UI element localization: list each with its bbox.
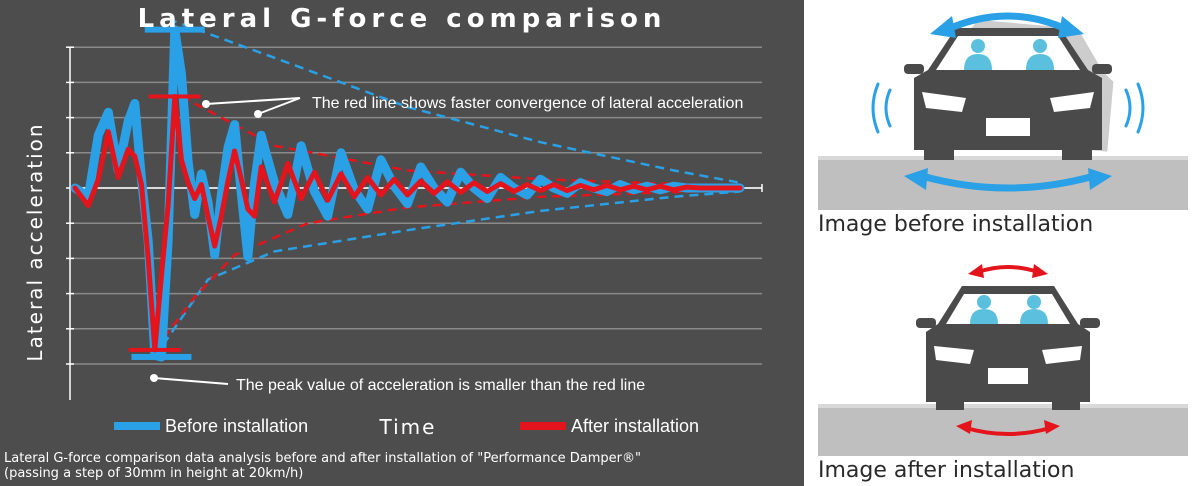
peak-marker-before-min xyxy=(131,353,192,360)
sway-wide-arrow-icon xyxy=(904,12,1112,192)
illustration-panel: Image before installation xyxy=(804,0,1200,486)
occupant-left-icon xyxy=(964,39,992,70)
chart-caption: Lateral G-force comparison data analysis… xyxy=(4,451,641,481)
legend-before-label: Before installation xyxy=(165,416,308,436)
road-before xyxy=(818,158,1188,210)
occupant-left-icon xyxy=(970,295,998,324)
annotation-leader-upper-1 xyxy=(205,97,301,105)
vibration-waves-icon xyxy=(871,82,1145,134)
annotation-convergence: The red line shows faster convergence of… xyxy=(312,95,743,112)
occupant-right-icon xyxy=(1026,39,1054,70)
before-installation-label: Image before installation xyxy=(818,212,1094,237)
annotations: The red line shows faster convergence of… xyxy=(150,95,743,394)
chart-title: Lateral G-force comparison xyxy=(137,4,667,34)
legend-before-swatch xyxy=(114,422,160,430)
after-installation-illustration xyxy=(818,264,1188,456)
car-front-icon xyxy=(916,286,1100,410)
envelope-line xyxy=(153,190,741,358)
x-axis-label: Time xyxy=(379,415,437,439)
series-line-after xyxy=(72,94,743,353)
sway-narrow-arrow-icon xyxy=(956,264,1060,436)
series-layer xyxy=(70,25,745,362)
caption-line-1: Lateral G-force comparison data analysis… xyxy=(4,451,641,466)
chart-plot: The red line shows faster convergence of… xyxy=(23,17,763,439)
before-installation-illustration xyxy=(818,12,1188,210)
peak-markers xyxy=(128,26,205,360)
road-after xyxy=(818,406,1188,456)
annotation-leader-lower xyxy=(153,377,229,385)
envelope-line xyxy=(153,188,741,351)
chart-panel: The red line shows faster convergence of… xyxy=(0,0,804,486)
legend-after-label: After installation xyxy=(571,416,699,436)
y-axis-label: Lateral acceleration xyxy=(23,122,47,361)
after-installation-label: Image after installation xyxy=(818,458,1075,483)
envelope-line xyxy=(167,17,741,184)
peak-marker-after-max xyxy=(148,94,201,99)
legend-after-swatch xyxy=(520,422,566,430)
peak-marker-before-max xyxy=(144,26,205,33)
annotation-peak: The peak value of acceleration is smalle… xyxy=(236,377,645,394)
occupant-right-icon xyxy=(1020,295,1048,324)
peak-marker-after-min xyxy=(128,347,181,352)
caption-line-2: (passing a step of 30mm in height at 20k… xyxy=(4,466,304,481)
annotation-leader-upper-2 xyxy=(257,97,301,115)
